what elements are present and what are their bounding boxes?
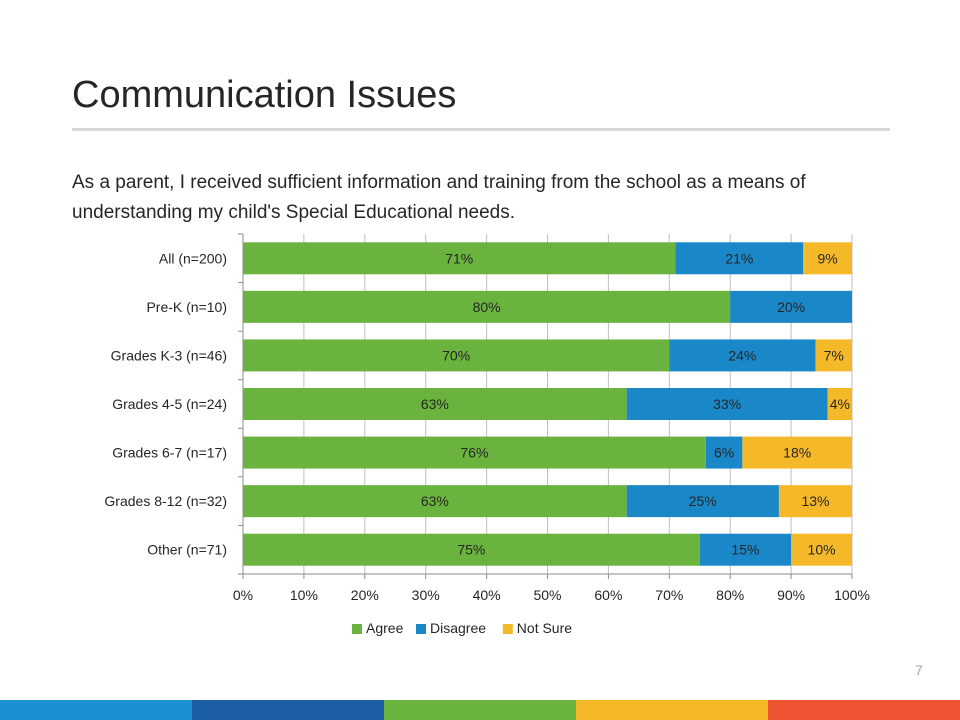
data-label: 13% (801, 493, 829, 509)
data-label: 21% (725, 250, 753, 266)
x-tick-label: 20% (351, 587, 379, 603)
legend-swatch (502, 624, 513, 634)
bar-disagree (626, 485, 779, 518)
footer-segment-5 (768, 700, 960, 720)
data-label: 15% (731, 542, 759, 558)
bar-agree (243, 533, 700, 566)
bar-agree (243, 290, 731, 323)
stacked-bar-chart: 0% 10% 20% 30% 40% 50% 60% 70% 80% 90% 100% All (n=… (104, 233, 870, 636)
bar-not-sure (742, 436, 852, 469)
footer-segment-3 (384, 700, 576, 720)
data-label: 24% (728, 347, 756, 363)
x-tick-label: 0% (233, 587, 253, 603)
bar-disagree (675, 242, 804, 275)
x-tick-label: 50% (533, 587, 561, 603)
data-label: 80% (473, 299, 501, 315)
data-label: 25% (689, 493, 717, 509)
footer-segment-2 (192, 700, 384, 720)
data-label: 10% (808, 542, 836, 558)
x-tick-label: 100% (834, 587, 870, 603)
bar-disagree (705, 436, 743, 469)
category-label: Grades 4-5 (n=24) (112, 396, 227, 412)
bar-not-sure (791, 533, 852, 566)
data-label: 7% (824, 347, 844, 363)
x-tick-label: 60% (594, 587, 622, 603)
category-label: All (n=200) (159, 250, 227, 266)
data-label: 20% (777, 299, 805, 315)
bar-disagree (699, 533, 792, 566)
bar-disagree (730, 290, 852, 323)
category-label: Pre-K (n=10) (146, 299, 227, 315)
legend-label: Not Sure (517, 620, 572, 636)
bar-disagree (669, 339, 816, 372)
bar-not-sure (803, 242, 852, 275)
data-label: 9% (818, 250, 838, 266)
category-label: Other (n=71) (147, 542, 227, 558)
data-label: 63% (421, 396, 449, 412)
data-label: 4% (830, 396, 850, 412)
x-tick-label: 80% (716, 587, 744, 603)
legend-swatch (352, 624, 362, 634)
data-label: 63% (421, 493, 449, 509)
x-tick-label: 10% (290, 587, 318, 603)
x-tick-label: 30% (412, 587, 440, 603)
bar-disagree (626, 388, 828, 420)
data-label: 6% (714, 445, 734, 461)
category-label: Grades 8-12 (n=32) (104, 493, 227, 509)
bar-agree (243, 339, 670, 372)
slide-title: Communication Issues (72, 74, 457, 116)
x-tick-label: 40% (473, 587, 501, 603)
data-label: 18% (783, 445, 811, 461)
data-label: 70% (442, 347, 470, 363)
footer-segment-1 (0, 700, 192, 720)
data-label: 33% (713, 396, 741, 412)
footer-color-bar (0, 700, 960, 720)
bar-not-sure (827, 388, 852, 420)
data-label: 71% (445, 250, 473, 266)
bar-not-sure (815, 339, 852, 372)
data-label: 76% (460, 445, 488, 461)
title-divider (72, 128, 890, 131)
bar-not-sure (778, 485, 852, 518)
legend-label: Agree (366, 620, 404, 636)
bar-agree (243, 436, 706, 469)
bar-agree (243, 388, 627, 420)
footer-segment-4 (576, 700, 768, 720)
x-tick-label: 70% (655, 587, 683, 603)
legend-label: Disagree (430, 620, 486, 636)
page-number: 7 (915, 662, 923, 678)
x-tick-label: 90% (777, 587, 805, 603)
legend-swatch (416, 624, 426, 634)
bar-agree (243, 242, 676, 275)
category-label: Grades 6-7 (n=17) (112, 445, 227, 461)
category-label: Grades K-3 (n=46) (111, 347, 227, 363)
bar-agree (243, 485, 627, 518)
data-label: 75% (457, 542, 485, 558)
survey-question: As a parent, I received sufficient infor… (72, 172, 806, 223)
